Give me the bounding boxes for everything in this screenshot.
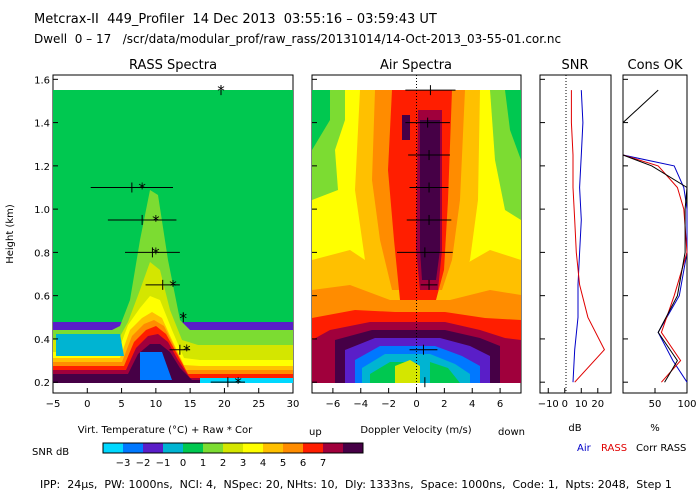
colorbar-tick-label: −2 (136, 458, 151, 469)
rass-cor-marker: * (138, 179, 146, 197)
colorbar-tick-label: 1 (200, 458, 206, 469)
colorbar-swatch (303, 443, 323, 453)
colorbar-tick-label: 6 (300, 458, 306, 469)
rass-cor-marker: * (183, 342, 191, 360)
y-tick-label: 0.6 (34, 292, 50, 303)
x-tick-label: 0 (413, 399, 419, 410)
x-tick-label: 20 (218, 399, 231, 410)
colorbar-tick-label: 7 (320, 458, 326, 469)
air-spectra-heatmap (312, 90, 521, 383)
air-velocity-points (396, 85, 456, 388)
colorbar-swatch (183, 443, 203, 453)
x-tick-label: 5 (118, 399, 124, 410)
axes-layer: 0.20.40.60.81.01.21.41.6−5 0 5 10 15 20 25 30 −6… (34, 75, 696, 410)
x-tick-label: 4 (469, 399, 475, 410)
y-tick-label: 1.2 (34, 162, 50, 173)
rass-cor-marker: * (152, 244, 160, 262)
air-spectra-title: Air Spectra (380, 58, 452, 73)
x-tick-label: −4 (353, 399, 368, 410)
colorbar-swatch (223, 443, 243, 453)
snr-colorbar: −3 −2 −1 0 1 2 3 4 5 6 7 (102, 442, 364, 469)
colorbar-tick-label: 3 (240, 458, 246, 469)
x-tick-label: 10 (575, 399, 588, 410)
rass-xlabel: Virt. Temperature (°C) + Raw * Cor (78, 425, 253, 436)
profile-line-air (572, 90, 584, 383)
x-tick-label: 0 (562, 399, 568, 410)
header-line-1: Metcrax-II 449_Profiler 14 Dec 2013 03:5… (34, 12, 437, 27)
snr-xlabel: dB (568, 423, 581, 434)
footer-parameters: IPP: 24μs, PW: 1000ns, NCI: 4, NSpec: 20… (40, 478, 672, 491)
colorbar-swatch (163, 443, 183, 453)
x-tick-label: 6 (497, 399, 503, 410)
x-tick-label: −2 (381, 399, 396, 410)
x-tick-label: 10 (149, 399, 162, 410)
snr-title: SNR (561, 58, 588, 73)
colorbar-swatch (283, 443, 303, 453)
colorbar-swatch (323, 443, 343, 453)
colorbar-swatch (123, 443, 143, 453)
rass-temperature-points: ******** (90, 82, 245, 392)
colorbar-swatch (203, 443, 223, 453)
snr-scale-title: SNR dB (32, 447, 69, 458)
colorbar-border (102, 442, 364, 454)
air-xlabel: Doppler Velocity (m/s) (360, 425, 471, 436)
cons-ok-title: Cons OK (628, 58, 683, 73)
x-tick-label: 50 (649, 399, 662, 410)
colorbar-tick-label: 2 (220, 458, 226, 469)
cons-ok-profile-lines (622, 89, 688, 383)
y-tick-label: 0.4 (34, 335, 50, 346)
rass-spectra-title: RASS Spectra (129, 58, 217, 73)
rass-cor-marker: * (217, 82, 225, 100)
colorbar-swatch (343, 443, 363, 453)
rass-cor-marker: * (169, 277, 177, 295)
x-tick-label: 2 (441, 399, 447, 410)
colorbar-tick-label: 4 (260, 458, 266, 469)
snr-profile-lines (570, 90, 606, 383)
y-tick-label: 1.4 (34, 119, 50, 130)
x-tick-label: 15 (184, 399, 197, 410)
x-tick-label: 100 (677, 399, 696, 410)
x-tick-label: −10 (538, 399, 559, 410)
cons-ok-frame (622, 74, 688, 394)
y-tick-label: 1.0 (34, 205, 50, 216)
x-tick-label: 20 (591, 399, 604, 410)
air-xlabel-down: down (498, 427, 525, 438)
rass-cor-marker: * (152, 212, 160, 230)
profile-line-corr-rass (622, 89, 688, 383)
legend-rass: RASS (601, 443, 627, 454)
x-tick-label: −6 (326, 399, 341, 410)
colorbar-swatch (143, 443, 163, 453)
y-tick-label: 1.6 (34, 75, 50, 86)
legend-corr-rass: Corr RASS (636, 443, 686, 454)
x-tick-label: 30 (287, 399, 300, 410)
colorbar-swatch (243, 443, 263, 453)
air-xlabel-up: up (309, 427, 322, 438)
rass-spectra-heatmap (53, 90, 293, 383)
colorbar-tick-label: −3 (116, 458, 131, 469)
profile-line-rass (622, 154, 688, 383)
y-tick-label: 0.2 (34, 378, 50, 389)
header-line-2: Dwell 0 – 17 /scr/data/modular_prof/raw_… (34, 32, 562, 46)
legend-air: Air (577, 443, 592, 454)
x-tick-label: 0 (84, 399, 90, 410)
y-tick-label: 0.8 (34, 248, 50, 259)
colorbar-tick-label: −1 (156, 458, 171, 469)
colorbar-swatch (263, 443, 283, 453)
rass-cor-marker: * (180, 309, 188, 327)
rass-cor-marker: * (234, 374, 242, 392)
height-axis-label: Height (km) (5, 204, 16, 264)
colorbar-swatch (103, 443, 123, 453)
cons-ok-xlabel: % (650, 423, 660, 434)
profile-line-rass (570, 90, 606, 383)
x-tick-label: −5 (46, 399, 61, 410)
colorbar-tick-label: 0 (180, 458, 186, 469)
x-tick-label: 25 (252, 399, 265, 410)
colorbar-tick-label: 5 (280, 458, 286, 469)
